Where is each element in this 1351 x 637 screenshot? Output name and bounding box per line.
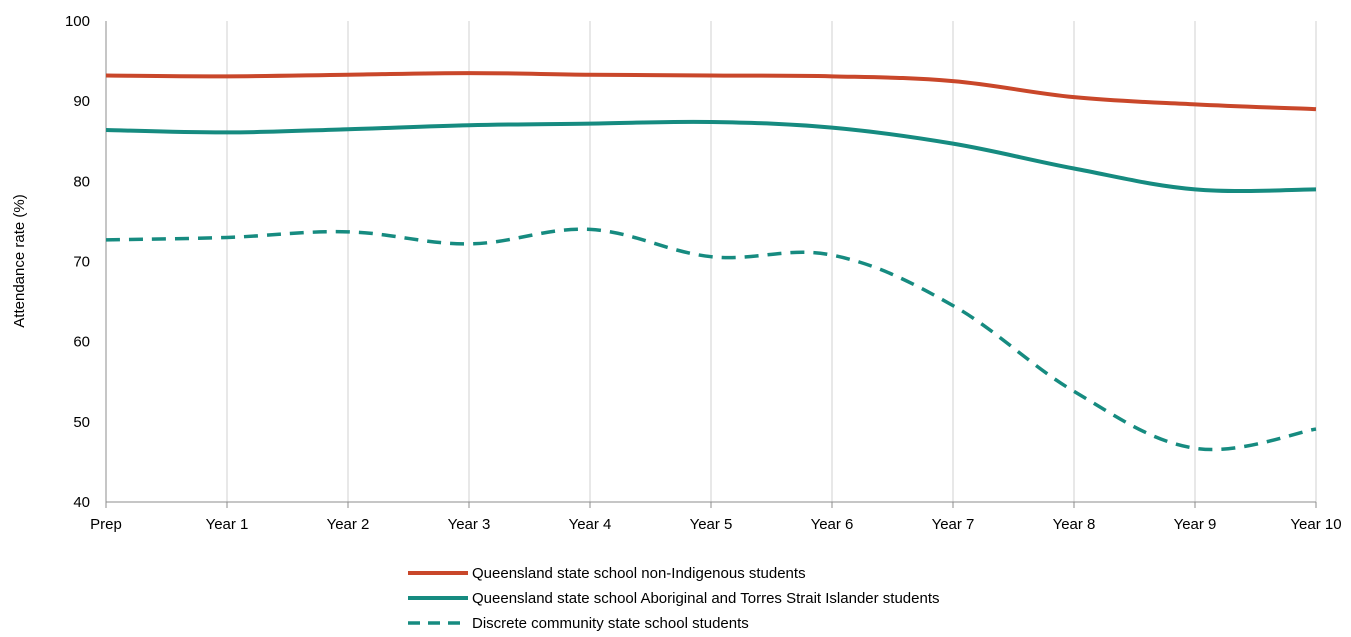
y-tick-label: 50 — [73, 414, 90, 431]
series-line-1 — [105, 119, 1317, 194]
y-tick-label: 40 — [73, 494, 90, 511]
y-tick-label: 70 — [73, 254, 90, 271]
legend-label-0: Queensland state school non-Indigenous s… — [472, 565, 806, 582]
x-tick-label: Year 3 — [448, 516, 491, 533]
x-tick-label: Year 2 — [327, 516, 370, 533]
x-tick-label: Year 5 — [690, 516, 733, 533]
legend-label-1: Queensland state school Aboriginal and T… — [472, 590, 940, 607]
x-tick-label: Year 7 — [932, 516, 975, 533]
series-line-2 — [105, 227, 1317, 452]
x-tick-label: Year 4 — [569, 516, 612, 533]
legend: Queensland state school non-Indigenous s… — [408, 565, 940, 632]
x-axis-tick-labels: Prep Year 1 Year 2 Year 3 Year 4 Year 5 Year 6… — [90, 516, 1341, 533]
vertical-gridlines — [226, 21, 1317, 502]
axes — [105, 21, 1317, 508]
y-axis-label: Attendance rate (%) — [11, 194, 28, 327]
x-tick-label: Prep — [90, 516, 122, 533]
x-tick-label: Year 9 — [1174, 516, 1217, 533]
y-tick-label: 90 — [73, 93, 90, 110]
x-tick-label: Year 8 — [1053, 516, 1096, 533]
x-tick-label: Year 6 — [811, 516, 854, 533]
x-tick-label: Year 10 — [1290, 516, 1341, 533]
y-tick-label: 60 — [73, 334, 90, 351]
series-line-0 — [105, 71, 1317, 112]
y-axis-tick-labels: 40 50 60 70 80 90 100 — [65, 13, 90, 511]
y-tick-label: 80 — [73, 173, 90, 190]
x-tick-label: Year 1 — [206, 516, 249, 533]
data-series — [105, 71, 1317, 452]
legend-label-2: Discrete community state school students — [472, 615, 749, 632]
y-tick-label: 100 — [65, 13, 90, 30]
